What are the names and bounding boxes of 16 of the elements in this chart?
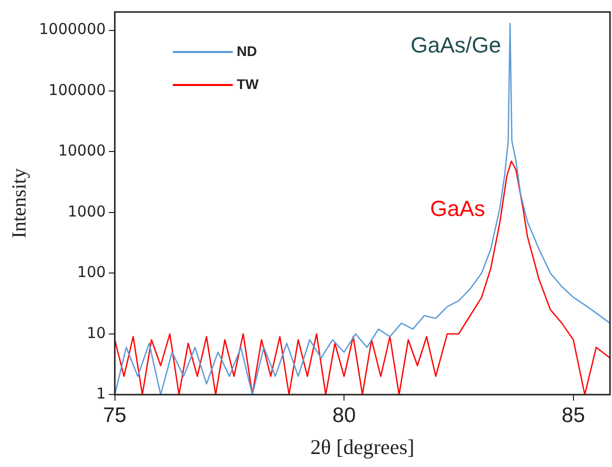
y-tick-label: 10 [86, 324, 106, 342]
annotation: GaAs [430, 196, 486, 222]
y-tick-label: 10000 [58, 142, 106, 160]
y-tick-label: 100 [77, 263, 106, 282]
legend-label: TW [236, 76, 260, 92]
y-tick-label: 1000000 [38, 20, 106, 38]
x-tick-label: 85 [562, 404, 585, 427]
x-axis-title: 2θ [degrees] [310, 434, 414, 459]
legend-label: ND [236, 42, 258, 59]
y-tick-label: 1000 [68, 202, 106, 220]
y-tick-label: 100000 [48, 80, 106, 99]
y-axis-title: Intensity [8, 168, 30, 238]
x-tick-label: 80 [332, 404, 356, 427]
x-tick-label: 75 [103, 404, 126, 427]
annotation: GaAs/Ge [410, 32, 502, 58]
y-tick-label: 1 [96, 384, 106, 402]
